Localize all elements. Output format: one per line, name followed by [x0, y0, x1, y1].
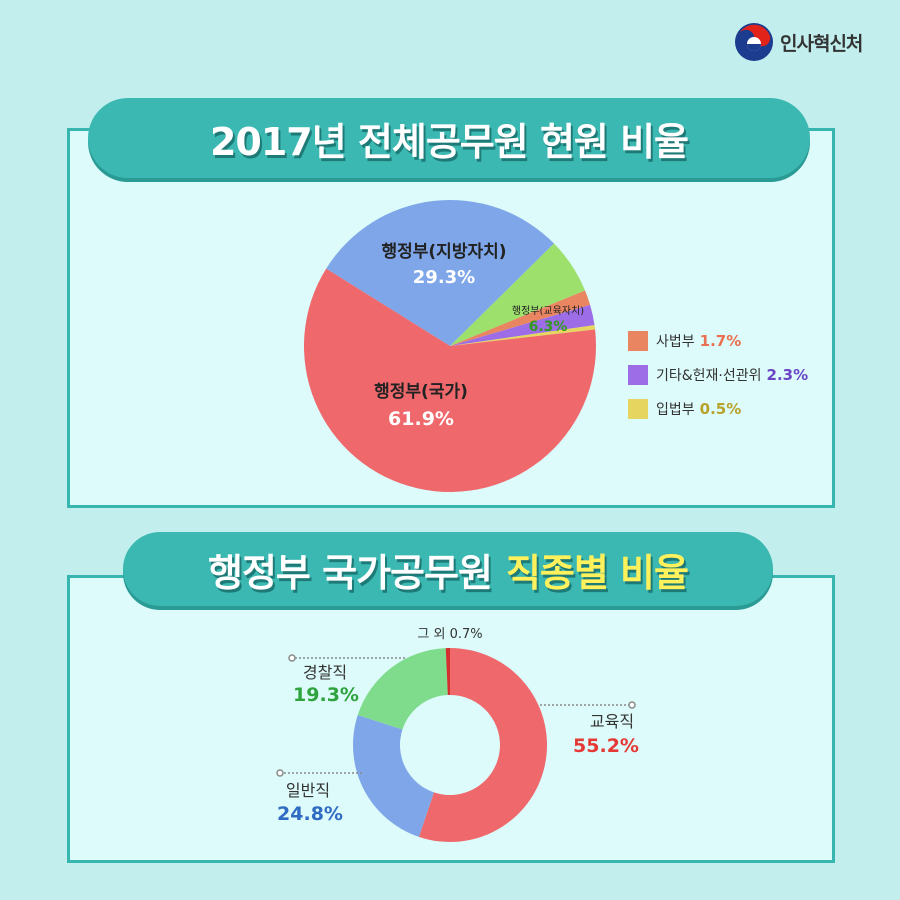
- pie-value-local: 29.3%: [413, 267, 475, 288]
- pie-label-local: 행정부(지방자치): [381, 242, 506, 262]
- legend-swatch: [628, 365, 648, 385]
- donut-value-general: 24.8%: [277, 803, 343, 825]
- logo: 인사혁신처: [734, 22, 863, 62]
- donut-label-police: 경찰직: [303, 663, 347, 682]
- legend-value: 2.3%: [766, 366, 809, 384]
- donut-leader-dot: [628, 701, 636, 709]
- pie-label-education: 행정부(교육자치): [512, 305, 584, 317]
- legend-label: 입법부: [656, 402, 695, 418]
- legend-swatch: [628, 331, 648, 351]
- donut-value-education: 55.2%: [573, 735, 639, 757]
- section1-title-banner: 2017년 전체공무원 현원 비율: [88, 98, 810, 178]
- pie-slice-1: [326, 199, 554, 346]
- section1-title: 2017년 전체공무원 현원 비율: [209, 119, 689, 164]
- legend-item-legislature: 입법부 0.5%: [628, 392, 808, 426]
- legend-value: 1.7%: [699, 332, 742, 350]
- donut-label-other: 그 외 0.7%: [417, 627, 482, 642]
- section2-title-banner: 행정부 국가공무원 직종별 비율: [123, 532, 773, 606]
- donut-slice-2: [357, 648, 448, 730]
- donut-leader-dot: [288, 654, 296, 662]
- taegeuk-logo-icon: [735, 23, 773, 61]
- donut-leader-dot: [276, 769, 284, 777]
- legend-label: 기타&헌재·선관위: [656, 368, 762, 384]
- legend-swatch: [628, 399, 648, 419]
- logo-text: 인사혁신처: [780, 32, 863, 55]
- pie-slice-4: [450, 304, 595, 346]
- pie-label-national: 행정부(국가): [374, 382, 468, 402]
- section2-title-highlight: 직종별 비율: [505, 550, 689, 595]
- legend-label: 사법부: [656, 334, 695, 350]
- pie-slice-2: [450, 243, 586, 346]
- donut-slice-0: [418, 648, 548, 843]
- legend-item-judiciary: 사법부 1.7%: [628, 324, 808, 358]
- pie-slice-0: [303, 268, 596, 492]
- pie-slice-3: [450, 290, 591, 346]
- donut-value-police: 19.3%: [293, 684, 359, 706]
- legend-item-others: 기타&헌재·선관위 2.3%: [628, 358, 808, 392]
- legend-value: 0.5%: [699, 400, 742, 418]
- pie-slice-5: [450, 325, 596, 346]
- pie-legend: 사법부 1.7% 기타&헌재·선관위 2.3% 입법부 0.5%: [628, 324, 808, 426]
- donut-slice-1: [353, 715, 434, 837]
- donut-label-general: 일반직: [286, 781, 330, 800]
- donut-label-education: 교육직: [590, 712, 634, 731]
- section2-title-part1: 행정부 국가공무원: [208, 550, 493, 595]
- pie-value-education: 6.3%: [529, 319, 568, 335]
- pie-value-national: 61.9%: [388, 408, 454, 430]
- donut-slice-3: [445, 648, 450, 696]
